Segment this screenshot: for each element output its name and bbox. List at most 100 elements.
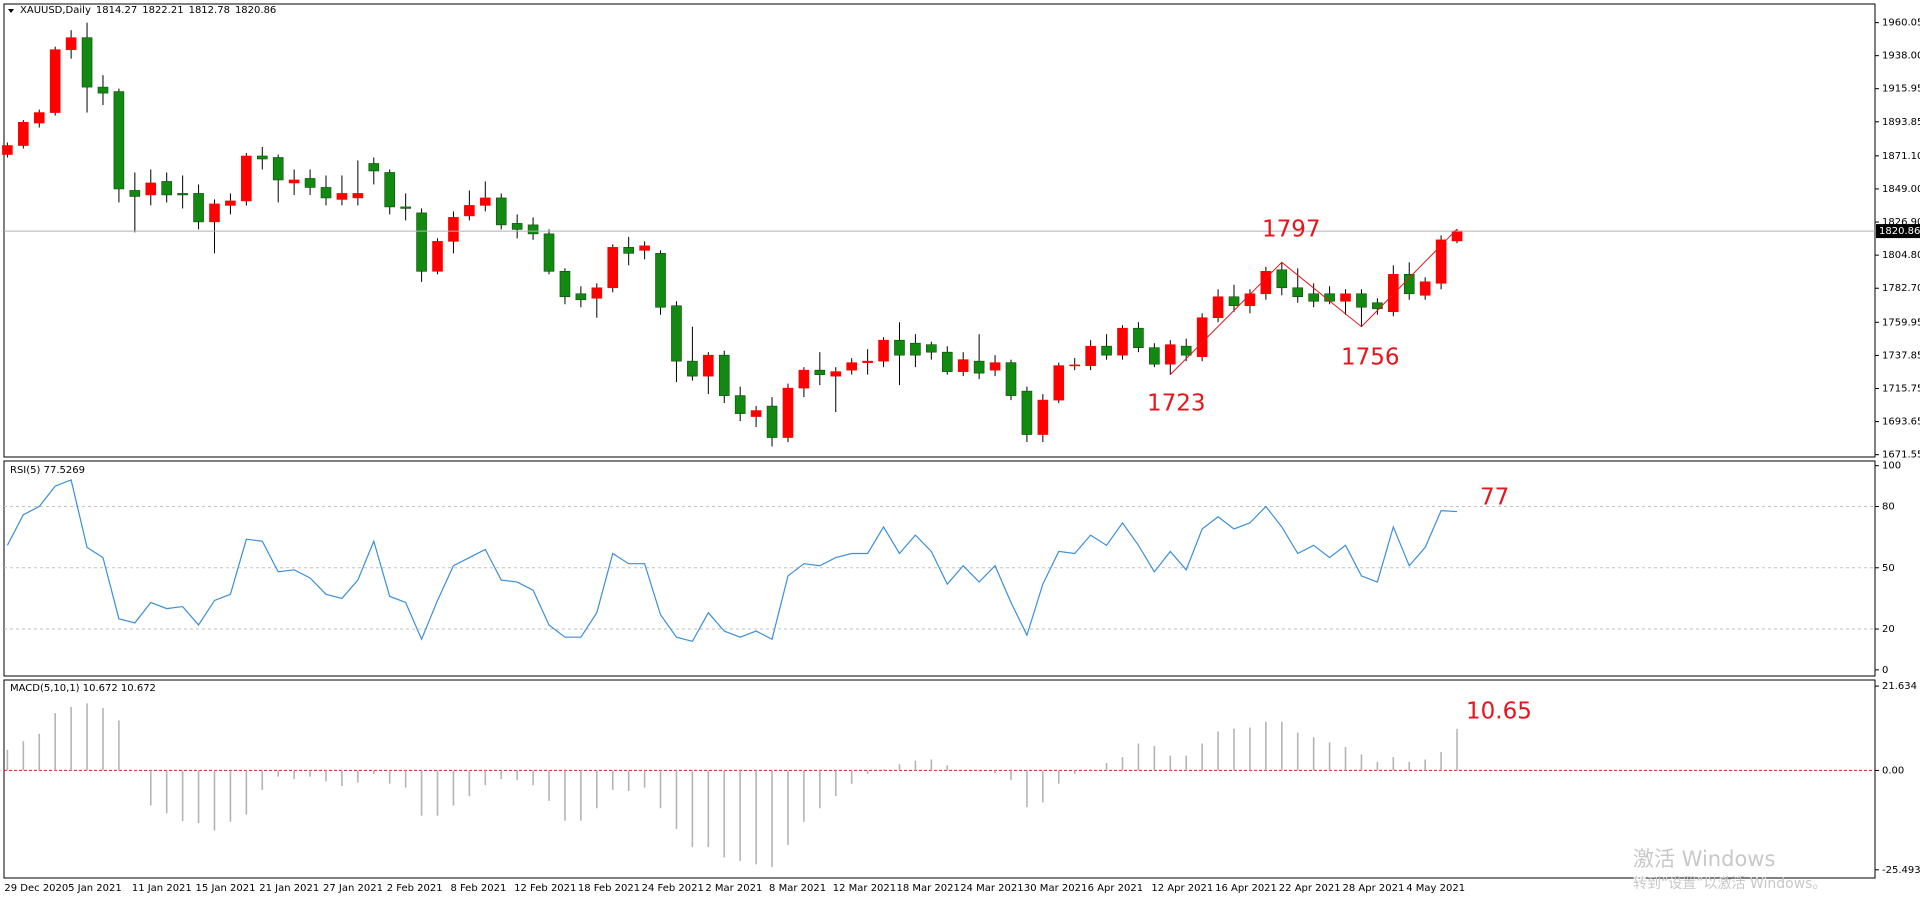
x-tick-label: 12 Apr 2021: [1151, 883, 1213, 894]
candle-body: [1228, 296, 1240, 307]
annotation: 1723: [1147, 391, 1206, 417]
candle-body: [1292, 287, 1304, 298]
candle-body: [18, 122, 29, 146]
x-tick-label: 8 Mar 2021: [769, 883, 826, 894]
candle-body: [1244, 293, 1256, 307]
candle-body: [703, 354, 714, 377]
candle-body: [1053, 365, 1065, 401]
y-tick-label: 20: [1882, 624, 1895, 635]
candle-body: [1260, 271, 1272, 295]
candle-body: [1403, 274, 1415, 295]
candle-body: [639, 245, 650, 251]
x-tick-label: 12 Feb 2021: [514, 883, 576, 894]
candle-body: [81, 37, 93, 88]
x-tick-label: 2 Mar 2021: [705, 883, 762, 894]
candle-body: [607, 247, 619, 289]
candle-body: [113, 91, 125, 190]
candle-body: [766, 405, 778, 438]
candle-body: [400, 206, 411, 209]
candle-body: [495, 197, 507, 226]
y-tick-label: 0: [1882, 665, 1888, 676]
y-tick-label: 1849.00: [1882, 184, 1920, 195]
candle-body: [782, 387, 794, 438]
macd-title: MACD(5,10,1) 10.672 10.672: [10, 683, 156, 694]
candle-body: [272, 157, 284, 181]
header: XAUUSD,Daily 1814.27 1822.21 1812.78 182…: [20, 5, 276, 16]
y-tick-label: 1871.10: [1882, 151, 1920, 162]
candle-body: [479, 197, 491, 206]
candle-body: [1340, 293, 1351, 302]
candle-body: [1117, 327, 1128, 356]
candle-body: [862, 360, 873, 363]
x-tick-label: 18 Mar 2021: [896, 883, 959, 894]
y-tick-label: 1804.80: [1882, 250, 1920, 261]
y-tick-label: 21.634: [1882, 681, 1917, 692]
candle-body: [1069, 364, 1081, 367]
candle-body: [241, 155, 252, 202]
candle-body: [623, 247, 634, 254]
x-tick-label: 28 Apr 2021: [1343, 883, 1405, 894]
y-tick-label: 1693.65: [1882, 417, 1920, 428]
candle-body: [1149, 347, 1160, 365]
candle-body: [511, 223, 523, 230]
y-tick-label: 0.00: [1882, 765, 1904, 776]
y-tick-label: 1715.75: [1882, 383, 1920, 394]
x-tick-label: 29 Dec 2020: [4, 883, 68, 894]
candle-body: [1133, 327, 1144, 348]
candle-body: [304, 178, 316, 188]
rsi-panel: [3, 460, 1876, 677]
last-low: 1812.78: [188, 5, 230, 16]
candle-body: [1021, 390, 1033, 435]
rsi-title: RSI(5) 77.5269: [10, 465, 85, 476]
last-high: 1822.21: [142, 5, 184, 16]
candle-body: [49, 49, 61, 113]
x-tick-label: 4 May 2021: [1406, 883, 1465, 894]
y-tick-label: 1782.70: [1882, 283, 1920, 294]
candle-body: [973, 360, 985, 374]
candle-body: [734, 395, 746, 414]
candle-body: [687, 360, 698, 377]
candle-body: [161, 181, 172, 196]
y-tick-label: 1960.05: [1882, 18, 1920, 29]
candle-body: [1308, 293, 1319, 302]
y-tick-label: 1671.55: [1882, 450, 1920, 461]
candle-body: [33, 112, 45, 124]
candle-body: [1435, 239, 1447, 284]
y-tick-label: 1893.85: [1882, 117, 1920, 128]
candle-body: [559, 271, 571, 298]
watermark: 激活 Windows: [1633, 847, 1775, 871]
candle-body: [177, 193, 188, 196]
candle-body: [957, 359, 969, 372]
y-tick-label: 100: [1882, 461, 1901, 472]
candle-body: [989, 362, 1001, 371]
candle-body: [209, 203, 220, 223]
candle-body: [750, 410, 762, 417]
annotation: 77: [1480, 485, 1509, 511]
candle-body: [1180, 345, 1192, 356]
candle-body: [288, 179, 300, 184]
candle-body: [352, 193, 364, 199]
candle-body: [416, 212, 427, 272]
candle-body: [591, 287, 603, 299]
candle-body: [320, 187, 332, 199]
x-tick-label: 8 Feb 2021: [450, 883, 506, 894]
candle-body: [543, 233, 555, 272]
y-tick-label: -25.493: [1882, 865, 1920, 876]
y-tick-label: 80: [1882, 502, 1895, 513]
price-panel: [3, 3, 1876, 458]
candle-body: [464, 205, 475, 217]
x-tick-label: 11 Jan 2021: [132, 883, 192, 894]
x-tick-label: 18 Feb 2021: [578, 883, 640, 894]
candle-body: [655, 253, 666, 308]
candle-body: [1101, 345, 1112, 356]
candle-body: [1356, 293, 1367, 308]
y-tick-label: 1759.95: [1882, 317, 1920, 328]
x-tick-label: 30 Mar 2021: [1024, 883, 1087, 894]
x-tick-label: 24 Mar 2021: [960, 883, 1023, 894]
x-tick-label: 16 Apr 2021: [1215, 883, 1277, 894]
zigzag: [1169, 228, 1458, 375]
candle-body: [225, 200, 236, 206]
annotation: 1797: [1262, 217, 1321, 243]
candle-body: [1196, 317, 1208, 357]
